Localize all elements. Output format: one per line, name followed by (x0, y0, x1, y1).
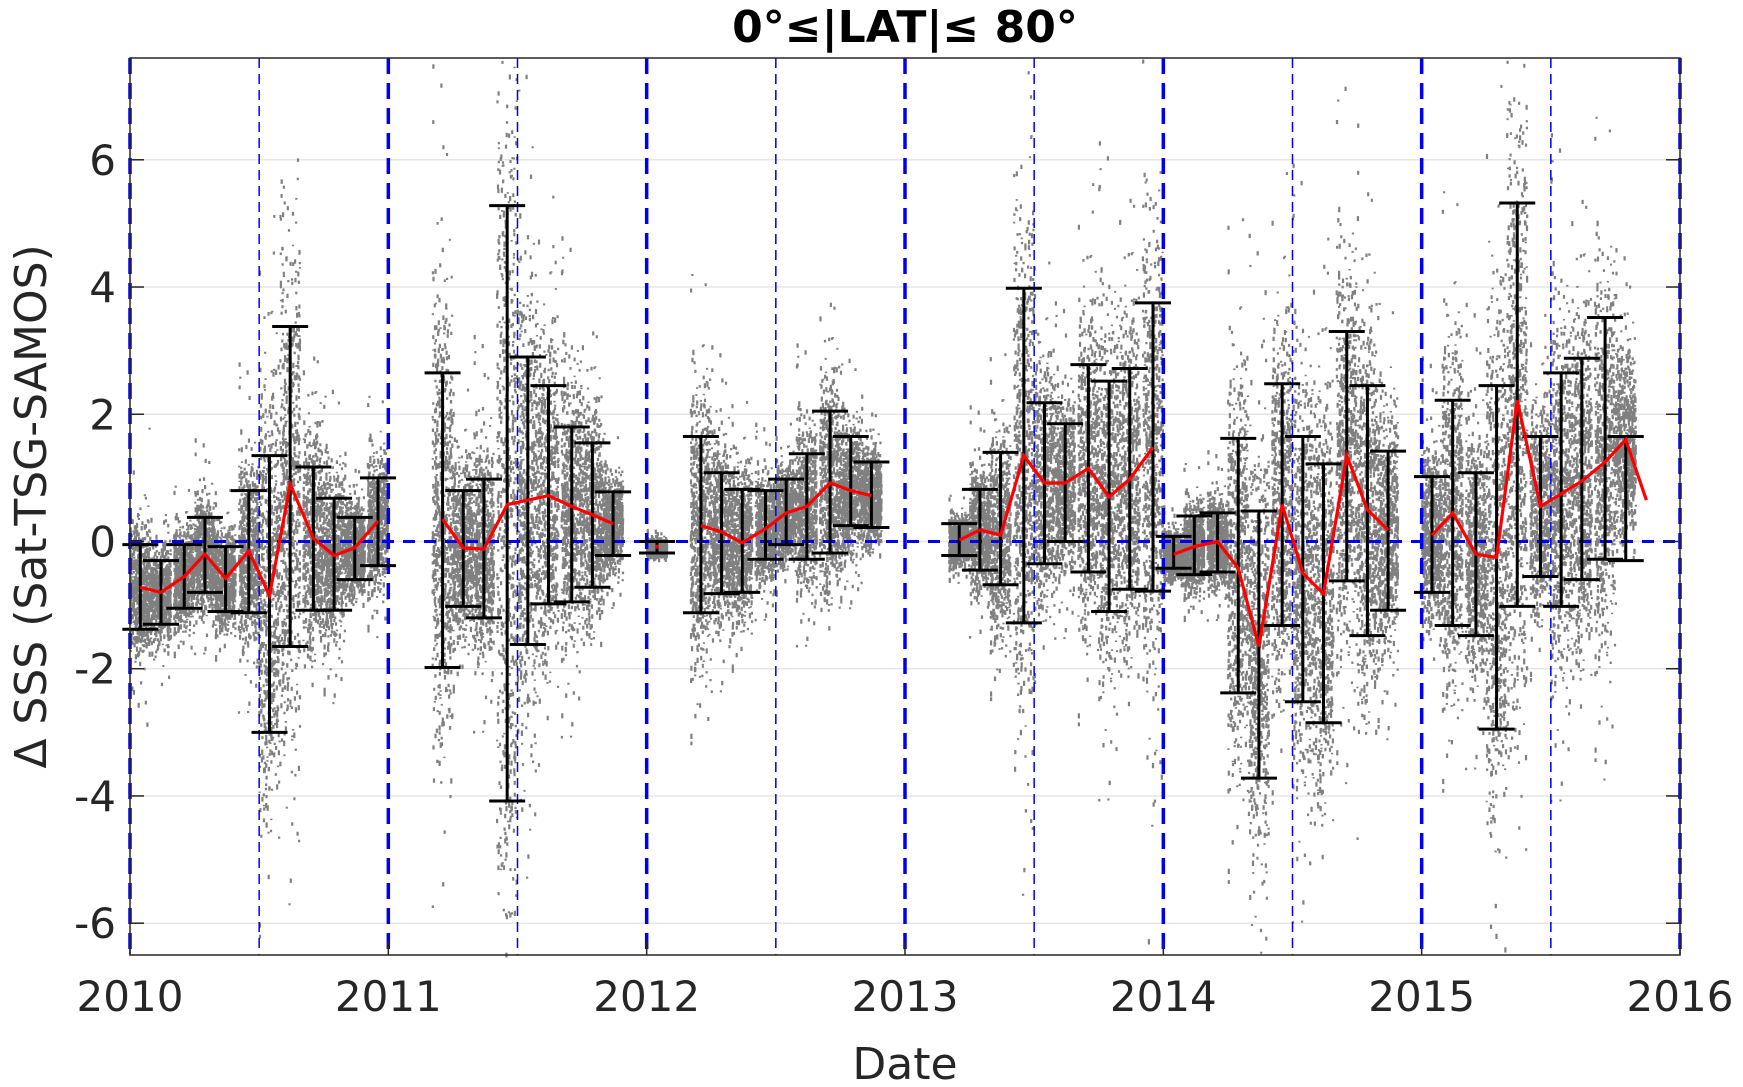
y-tick-label: -6 (74, 899, 116, 948)
mean-lines (139, 399, 1648, 647)
axis-ticks: -6 -4 -2 0 2 4 6 2010 2011 2012 2013 2014 2015 2016 (74, 136, 1733, 1021)
x-tick-label: 2015 (1368, 972, 1475, 1021)
error-bar (1370, 449, 1407, 612)
y-tick-label: 0 (89, 517, 116, 566)
error-bar (1543, 371, 1580, 608)
mean-point (655, 544, 659, 549)
mean-line (1430, 399, 1648, 560)
mean-line (958, 446, 1155, 542)
error-bar (1563, 356, 1600, 582)
chart-title: 0°≤|LAT|≤ 80° (732, 2, 1078, 53)
scatter-points (129, 59, 1637, 958)
error-bar (747, 489, 784, 561)
x-axis-label: Date (852, 1039, 957, 1087)
x-tick-label: 2012 (593, 972, 700, 1021)
scatter-cloud (129, 59, 1637, 958)
y-tick-label: -2 (74, 645, 116, 694)
y-tick-label: -4 (74, 772, 116, 821)
mean-line (139, 478, 380, 601)
error-bar (1135, 301, 1171, 593)
error-bar (682, 435, 719, 615)
reference-lines (128, 58, 1682, 955)
error-bar (553, 425, 590, 604)
mean-line (700, 481, 872, 545)
x-tick-label: 2010 (77, 972, 184, 1021)
error-bar (1155, 534, 1192, 570)
y-tick-label: 4 (89, 263, 116, 312)
error-bar (982, 450, 1019, 587)
mean-line (441, 494, 614, 551)
mean-line (1173, 449, 1390, 647)
error-bar (1607, 435, 1644, 563)
x-tick-label: 2014 (1110, 972, 1217, 1021)
x-tick-label: 2013 (852, 972, 959, 1021)
x-tick-label: 2016 (1627, 972, 1734, 1021)
y-tick-label: 2 (89, 390, 116, 439)
x-tick-label: 2011 (335, 972, 442, 1021)
y-tick-label: 6 (89, 136, 116, 185)
y-axis-label: Δ SSS (Sat-TSG-SAMOS) (6, 244, 57, 768)
error-bar (832, 435, 869, 528)
error-bar (122, 543, 159, 631)
